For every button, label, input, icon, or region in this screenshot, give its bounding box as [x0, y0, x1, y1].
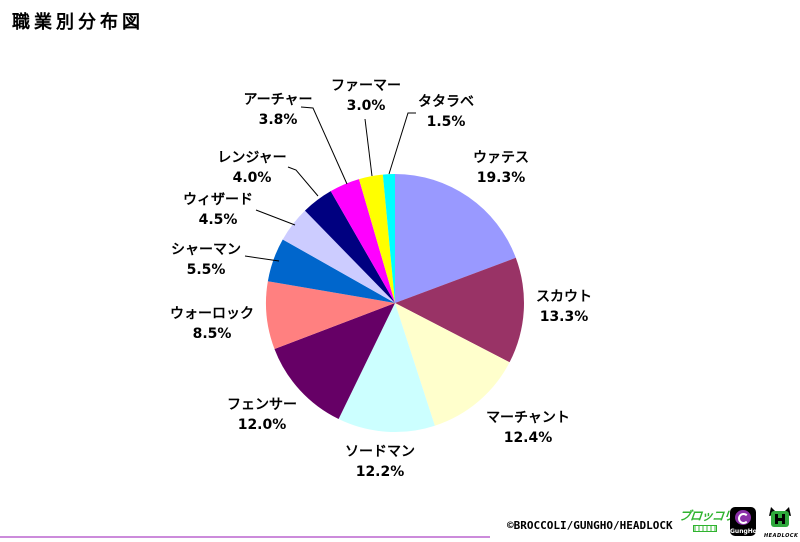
slice-label-6: シャーマン 5.5% [171, 240, 241, 280]
leader-line-9 [300, 106, 348, 185]
slice-label-5: ウォーロック 8.5% [170, 304, 254, 344]
slice-label-percent: 12.0% [237, 417, 287, 433]
pie-slice-10 [359, 174, 395, 303]
slice-label-name: アーチャー [243, 92, 313, 108]
slice-label-1: スカウト 13.3% [536, 287, 592, 327]
leader-line-6 [244, 255, 280, 262]
slice-label-name: ウォーロック [170, 306, 254, 322]
leader-line-7 [255, 209, 296, 226]
slice-label-name: ソードマン [345, 444, 415, 460]
slice-label-name: フェンサー [227, 397, 297, 413]
slice-label-percent: 8.5% [192, 326, 232, 342]
slice-label-name: マーチャント [486, 410, 570, 426]
slice-label-10: ファーマー 3.0% [331, 76, 401, 116]
bottom-divider-line [0, 536, 490, 538]
pie-slice-8 [304, 191, 395, 303]
pie-slice-2 [395, 303, 510, 426]
slice-label-name: シャーマン [171, 242, 241, 258]
slice-label-name: スカウト [536, 289, 592, 305]
slice-label-11: タタラベ 1.5% [418, 92, 474, 132]
headlock-emblem-icon [769, 507, 791, 527]
headlock-logo: HEADLOCK [764, 507, 799, 539]
pie-slice-9 [330, 179, 395, 303]
slice-label-name: ファーマー [331, 78, 401, 94]
page-title: 職業別分布図 [12, 12, 144, 33]
pie-slice-6 [267, 239, 395, 303]
gungho-logo-text: GungHo [730, 528, 757, 535]
pie-slice-4 [274, 303, 395, 420]
slice-label-4: フェンサー 12.0% [227, 395, 297, 435]
slice-label-name: レンジャー [217, 150, 287, 166]
slice-label-percent: 4.5% [198, 212, 238, 228]
gungho-swirl-icon [735, 510, 751, 525]
slice-label-percent: 1.5% [426, 114, 466, 130]
slice-label-percent: 3.8% [258, 112, 298, 128]
leader-line-10 [364, 118, 373, 177]
slice-label-name: ウァテス [473, 150, 529, 166]
slice-label-name: タタラベ [418, 94, 474, 110]
copyright-text: ©BROCCOLI/GUNGHO/HEADLOCK [507, 519, 673, 532]
broccoli-logo-text: ブロッコリー [678, 509, 746, 523]
slice-label-percent: 13.3% [539, 309, 589, 325]
leader-line-8 [287, 166, 319, 197]
pie-slice-5 [265, 281, 395, 349]
slice-label-percent: 19.3% [476, 170, 526, 186]
slice-label-name: ウィザード [183, 192, 253, 208]
slice-label-7: ウィザード 4.5% [183, 190, 253, 230]
slice-label-percent: 12.4% [503, 430, 553, 446]
leader-line-11 [388, 112, 416, 175]
pie-slice-1 [395, 257, 524, 363]
slice-label-9: アーチャー 3.8% [243, 90, 312, 130]
gungho-logo: GungHo [730, 507, 757, 536]
pie-slice-3 [338, 303, 435, 433]
slice-label-0: ウァテス 19.3% [473, 148, 529, 188]
pie-slice-7 [282, 210, 395, 303]
headlock-logo-text: HEADLOCK [764, 533, 799, 539]
pie-slice-0 [395, 174, 516, 303]
slice-label-percent: 3.0% [346, 98, 386, 114]
slice-label-8: レンジャー 4.0% [217, 148, 286, 188]
broccoli-logo-subbox [693, 525, 717, 532]
slice-label-percent: 12.2% [355, 464, 405, 480]
pie-slice-11 [382, 174, 395, 303]
slice-label-3: ソードマン 12.2% [345, 442, 415, 482]
slice-label-percent: 4.0% [232, 170, 272, 186]
broccoli-logo: ブロッコリー [678, 509, 746, 536]
slice-label-2: マーチャント 12.4% [486, 408, 570, 448]
slice-label-percent: 5.5% [186, 262, 226, 278]
